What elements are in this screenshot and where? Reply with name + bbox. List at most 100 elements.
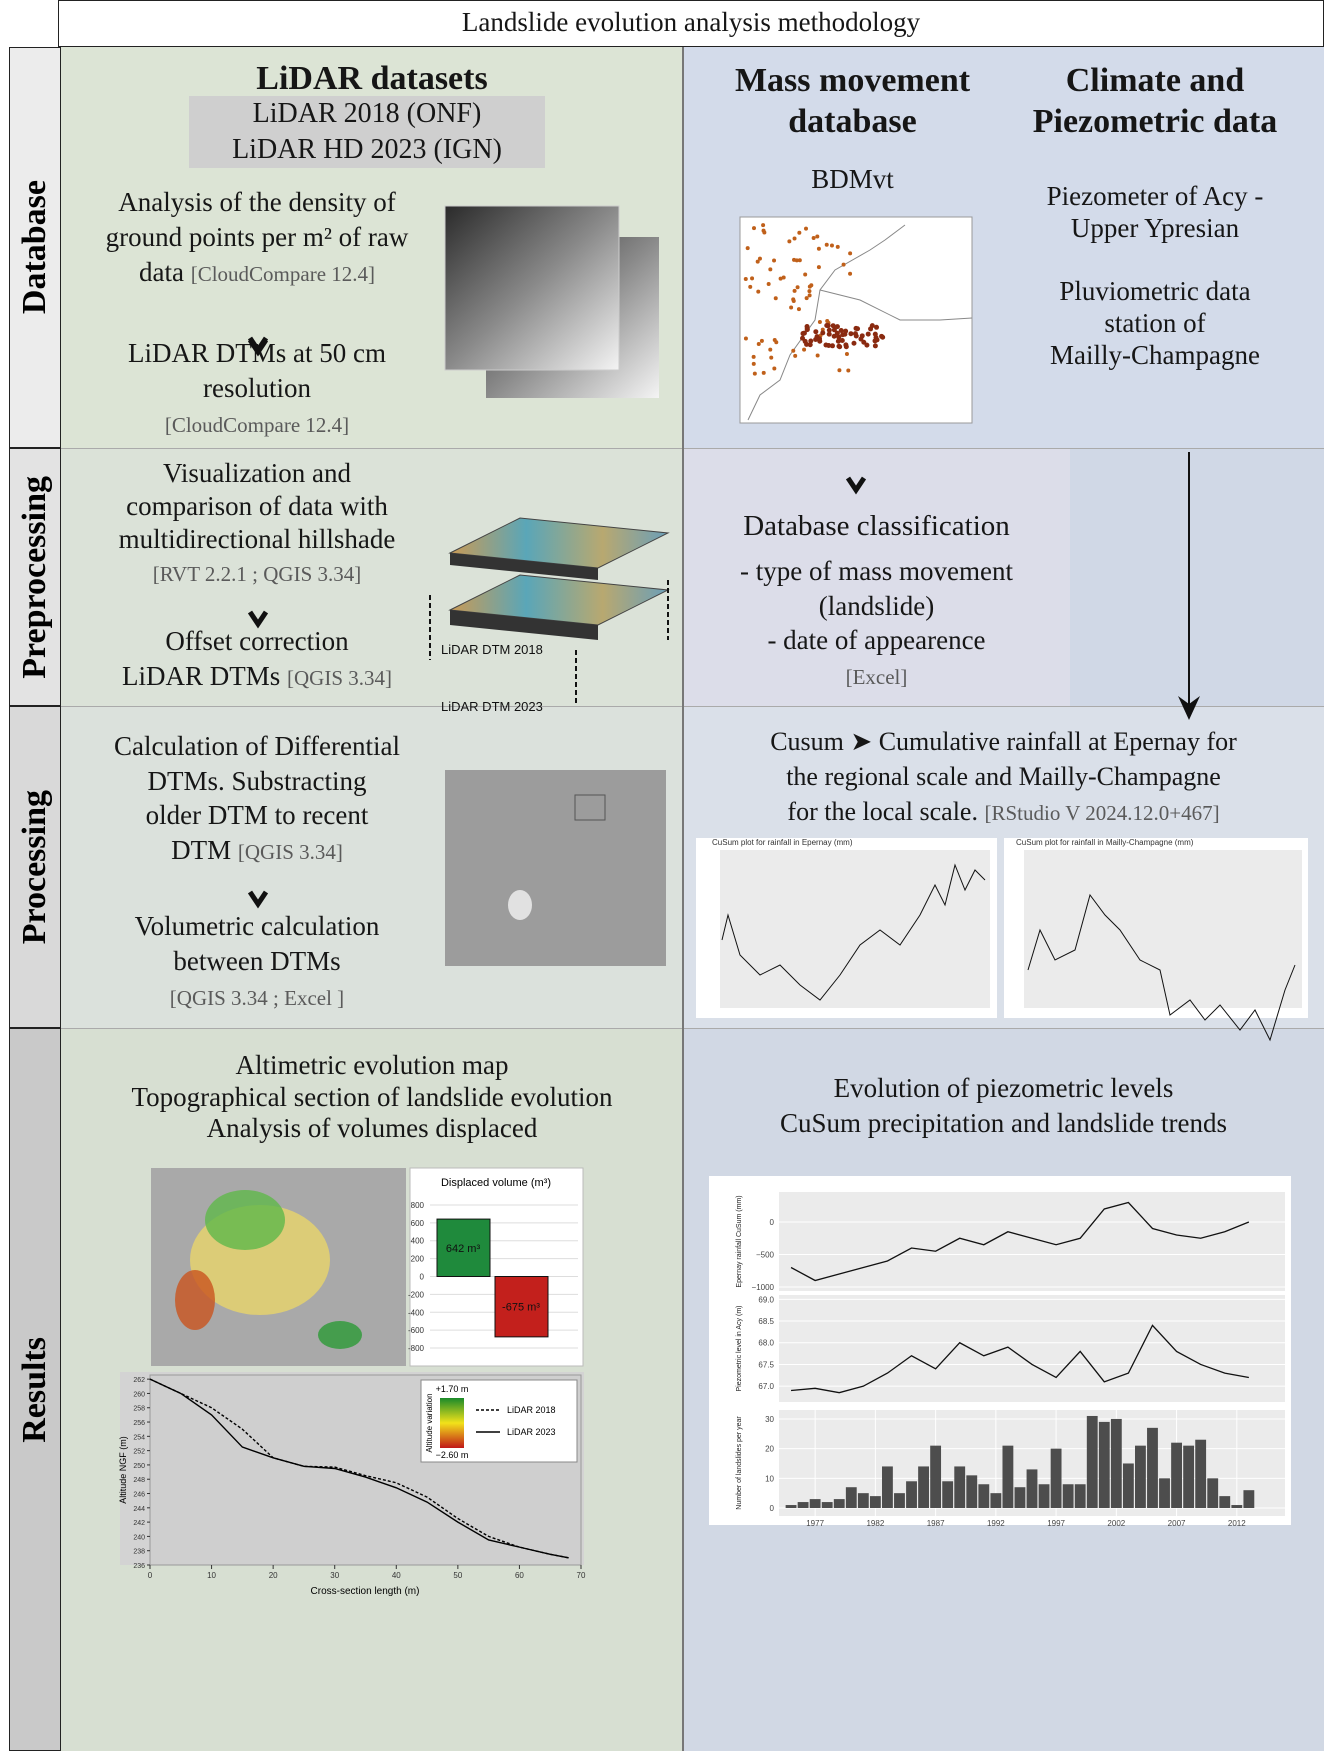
map-dot — [762, 371, 766, 375]
map-dot — [861, 340, 866, 345]
map-dot — [797, 307, 801, 311]
bar — [1159, 1478, 1170, 1508]
map-dot — [825, 243, 829, 247]
dtm-image — [445, 206, 619, 370]
bar — [1219, 1496, 1230, 1508]
x-tick-label: 1997 — [1047, 1519, 1065, 1528]
map-dot — [870, 323, 875, 328]
bar — [1015, 1487, 1026, 1508]
map-dot — [832, 327, 837, 332]
y-tick-label: 600 — [411, 1219, 425, 1228]
map-dot — [860, 333, 865, 338]
map-dot — [753, 372, 757, 376]
bar — [1111, 1419, 1122, 1508]
layer-label: LiDAR DTM 2018 — [441, 642, 543, 657]
map-dot — [836, 335, 841, 340]
map-dot — [767, 282, 771, 286]
map-dot — [762, 229, 766, 233]
y-tick-label: 256 — [133, 1420, 145, 1427]
map-dot — [816, 353, 820, 357]
bar — [882, 1466, 893, 1508]
chevron — [250, 612, 266, 624]
y-tick-label: 254 — [133, 1434, 145, 1441]
map-dot — [769, 356, 773, 360]
map-dot — [830, 343, 835, 348]
y-tick-label: -200 — [408, 1290, 425, 1299]
y-tick-label: 30 — [765, 1415, 774, 1424]
bar — [846, 1487, 857, 1508]
x-tick-label: 40 — [392, 1571, 401, 1580]
map-dot — [836, 245, 840, 249]
y-tick-label: −500 — [756, 1251, 775, 1260]
bar — [1135, 1446, 1146, 1508]
y-tick-label: 242 — [133, 1520, 145, 1527]
map-dot — [848, 272, 852, 276]
map-dot — [803, 273, 807, 277]
y-tick-label: 0 — [770, 1504, 775, 1513]
y-tick-label: 240 — [133, 1534, 145, 1541]
y-tick-label: 67.0 — [758, 1382, 774, 1391]
x-tick-label: 0 — [148, 1571, 153, 1580]
bar — [1087, 1416, 1098, 1508]
chart-title: Displaced volume (m³) — [441, 1177, 551, 1189]
map-dot — [761, 223, 765, 227]
y-tick-label: 236 — [133, 1563, 145, 1570]
map-dot — [808, 339, 813, 344]
legend-label: LiDAR 2023 — [507, 1427, 556, 1437]
y-tick-label: 260 — [133, 1391, 145, 1398]
map-dot — [817, 247, 821, 251]
x-tick-label: 50 — [453, 1571, 462, 1580]
plot-title: CuSum plot for rainfall in Epernay (mm) — [712, 838, 853, 847]
map-dot — [866, 332, 871, 337]
chevron — [250, 892, 266, 904]
x-tick-label: 1992 — [987, 1519, 1005, 1528]
color-scale — [440, 1398, 464, 1448]
bar — [798, 1502, 809, 1508]
map-dot — [846, 368, 850, 372]
y-tick-label: 800 — [411, 1201, 425, 1210]
map-dot — [756, 290, 760, 294]
map-dot — [757, 342, 761, 346]
map-dot — [831, 323, 836, 328]
map-dot — [853, 331, 858, 336]
y-tick-label: 68.5 — [758, 1317, 774, 1326]
map-dot — [839, 328, 844, 333]
y-tick-label: -600 — [408, 1326, 425, 1335]
map-dot — [802, 348, 806, 352]
y-tick-label: 244 — [133, 1506, 145, 1513]
map-dot — [851, 341, 856, 346]
y-tick-label: 20 — [765, 1445, 774, 1454]
plot-title: CuSum plot for rainfall in Mailly-Champa… — [1016, 838, 1194, 847]
map-zone — [205, 1190, 285, 1250]
y-axis-label: Altitude NGF (m) — [118, 1436, 128, 1504]
plot-area — [779, 1192, 1285, 1291]
map-dot — [843, 329, 848, 334]
bar — [1195, 1440, 1206, 1508]
map-dot — [815, 234, 819, 238]
map-dot — [793, 354, 797, 358]
x-tick-label: 20 — [269, 1571, 278, 1580]
map-dot — [768, 348, 772, 352]
layer-label: LiDAR DTM 2023 — [441, 699, 543, 714]
map-dot — [752, 355, 756, 359]
bar — [1039, 1484, 1050, 1508]
bar — [978, 1484, 989, 1508]
x-tick-label: 60 — [515, 1571, 524, 1580]
map-dot — [817, 336, 822, 341]
chevron — [848, 478, 864, 490]
y-tick-label: -800 — [408, 1344, 425, 1353]
map-dot — [805, 296, 809, 300]
map-dot — [746, 246, 750, 250]
map-dot — [744, 277, 748, 281]
x-tick-label: 10 — [207, 1571, 216, 1580]
x-tick-label: 2002 — [1107, 1519, 1125, 1528]
map-dot — [797, 231, 801, 235]
bar — [1243, 1490, 1254, 1508]
map-dot — [845, 352, 849, 356]
map-dot — [752, 226, 756, 230]
bar — [918, 1466, 929, 1508]
bar — [822, 1502, 833, 1508]
map-dot — [791, 349, 795, 353]
bar — [786, 1505, 797, 1508]
y-tick-label: 248 — [133, 1477, 145, 1484]
